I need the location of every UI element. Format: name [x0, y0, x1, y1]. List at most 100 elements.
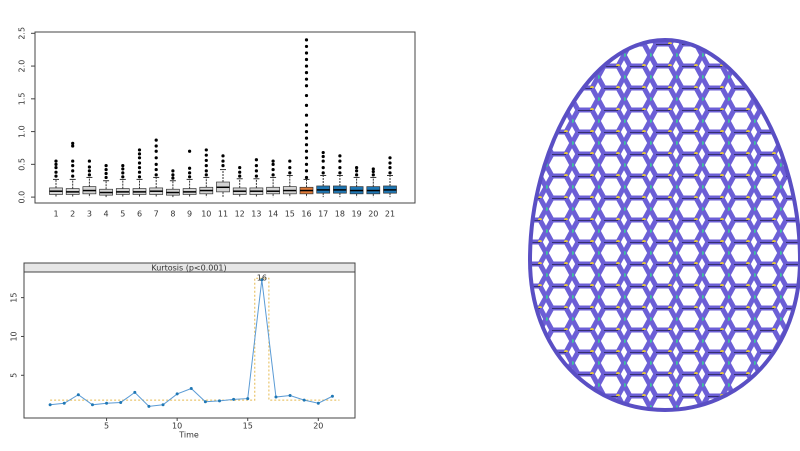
x-tick-label: 8 [170, 210, 175, 219]
outlier [304, 169, 309, 173]
y-tick-label: 1.5 [18, 92, 27, 105]
point [189, 386, 193, 390]
outlier [304, 175, 309, 180]
outlier [304, 44, 309, 49]
outlier [254, 158, 258, 162]
point [90, 403, 94, 407]
outlier [154, 144, 158, 148]
outlier [171, 173, 175, 177]
x-tick-label: 6 [137, 210, 142, 219]
y-tick-label: 0.0 [18, 191, 27, 204]
outlier [271, 167, 275, 172]
outlier [121, 164, 125, 168]
x-tick-label: 17 [318, 210, 328, 219]
outlier [388, 171, 392, 175]
outlier [271, 159, 275, 163]
outlier [204, 153, 208, 157]
outlier [137, 166, 142, 170]
outlier [171, 169, 175, 173]
x-tick-label: 12 [235, 210, 245, 219]
point [161, 403, 165, 407]
x-tick-label: 20 [313, 422, 323, 431]
outlier [154, 173, 158, 177]
y-tick-label: 2.5 [18, 27, 27, 40]
outlier [321, 154, 325, 159]
point [330, 394, 334, 398]
outlier [221, 159, 225, 163]
egg-render [527, 37, 800, 413]
x-tick-label: 19 [352, 210, 362, 219]
outlier [104, 164, 108, 168]
outlier [321, 166, 325, 170]
outlier [221, 164, 225, 168]
outlier [204, 158, 208, 163]
outlier [204, 169, 208, 173]
point [288, 393, 292, 397]
outlier [188, 171, 192, 175]
annotation: 16 [257, 273, 267, 282]
outlier [71, 144, 75, 148]
x-tick-label: 7 [154, 210, 159, 219]
outlier [238, 166, 242, 170]
x-tick-label: 18 [335, 210, 345, 219]
outlier [338, 154, 342, 158]
x-tick-label: 20 [368, 210, 378, 219]
outlier [238, 170, 242, 174]
outlier [338, 166, 342, 170]
outlier [304, 77, 309, 81]
point [133, 390, 137, 394]
outlier [355, 169, 359, 173]
point [316, 401, 320, 405]
outlier [154, 156, 158, 160]
outlier [304, 113, 309, 117]
x-tick-label: 4 [104, 210, 109, 219]
outlier [154, 162, 158, 166]
outlier [154, 149, 158, 153]
outlier [254, 169, 258, 173]
outlier [254, 174, 258, 178]
point [217, 399, 221, 403]
outlier [87, 173, 91, 177]
outlier [71, 141, 75, 145]
outlier [271, 173, 275, 177]
y-tick-label: 2.0 [18, 60, 27, 73]
x-tick-label: 16 [301, 210, 311, 219]
outlier [121, 175, 125, 179]
outlier [221, 154, 225, 158]
y-tick-label: 5 [10, 373, 19, 378]
outlier [137, 161, 142, 165]
x-axis-label: Time [178, 431, 199, 440]
x-tick-label: 13 [251, 210, 261, 219]
point [48, 403, 52, 407]
outlier [154, 167, 158, 172]
outlier [304, 38, 309, 42]
x-tick-label: 11 [218, 210, 228, 219]
outlier [321, 171, 325, 175]
outlier [321, 150, 325, 155]
point [232, 397, 236, 401]
y-tick-label: 10 [10, 331, 19, 341]
point [274, 395, 278, 399]
outlier [171, 176, 175, 180]
outlier [121, 167, 125, 171]
outlier [388, 161, 392, 165]
point [105, 401, 109, 405]
outlier [137, 170, 142, 174]
outlier [388, 166, 392, 170]
outlier [304, 143, 309, 147]
outlier [371, 167, 375, 171]
x-tick-label: 14 [268, 210, 278, 219]
point [147, 404, 151, 408]
outlier [304, 149, 309, 153]
outlier [338, 159, 342, 163]
outlier [321, 159, 325, 163]
outlier [71, 164, 75, 168]
outlier [104, 175, 108, 180]
reference-line [50, 277, 340, 401]
y-tick-label: 0.5 [18, 158, 27, 171]
y-tick-label: 1.0 [18, 125, 27, 138]
outlier [304, 129, 309, 134]
outlier [54, 170, 58, 174]
strip [23, 262, 356, 273]
outlier [355, 166, 359, 170]
